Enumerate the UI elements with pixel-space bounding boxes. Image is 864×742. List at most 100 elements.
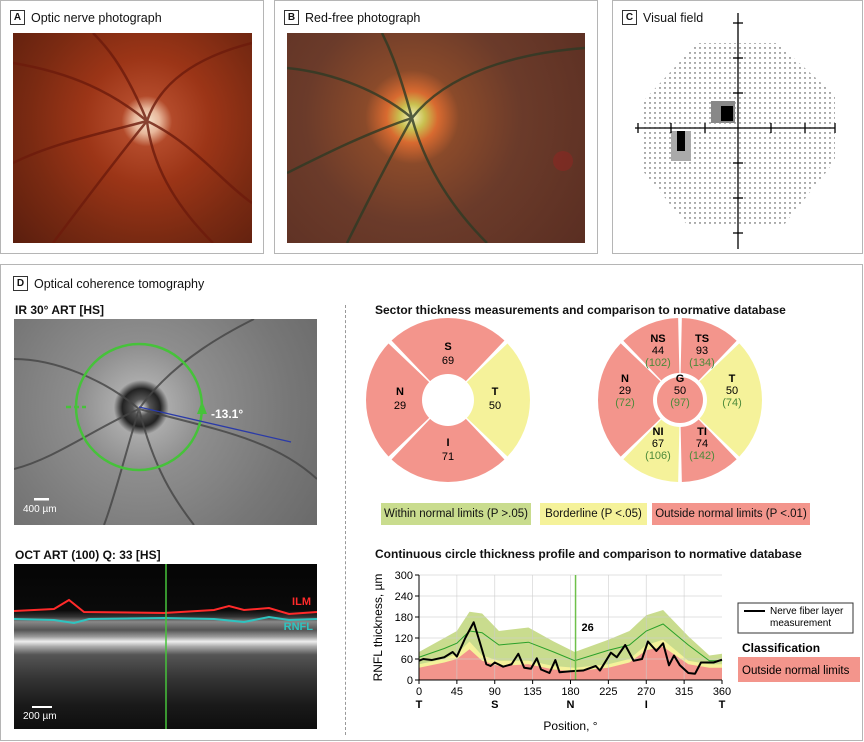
classification-title: Classification [742, 641, 820, 655]
sector-label: TI [697, 426, 707, 438]
scale-label: 400 µm [23, 504, 57, 515]
x-tick-label: 225 [599, 686, 617, 698]
y-tick-label: 300 [395, 570, 413, 582]
sector-t [699, 343, 762, 457]
x-tick-label: 270 [637, 686, 655, 698]
sector-thickness-charts: S69T50I71N29TS93(134)T50(74)TI74(142)NI6… [366, 318, 762, 482]
sector-value: 29 [619, 385, 631, 397]
sector-s [391, 318, 505, 382]
rnfl-label: RNFL [283, 621, 313, 633]
x-tick-label: 360 [713, 686, 731, 698]
x-axis-title: Position, ° [543, 719, 597, 733]
sector-value: 29 [394, 400, 406, 412]
x-tick-label: 45 [451, 686, 463, 698]
sector-normative-value: (97) [670, 397, 690, 409]
legend-outside: Outside normal limits (P <.01) [652, 503, 810, 525]
sector-value: 69 [442, 355, 454, 367]
panel-letter: B [284, 10, 299, 25]
thickness-profile-chart: 0 45 90 135 180 225 270 315 360 0 60 120 180 240 300 26… [371, 570, 860, 733]
sector-g [657, 377, 703, 423]
sector-normative-value: (142) [689, 450, 715, 462]
oct-overlay [14, 564, 317, 729]
rnfl-line [14, 615, 317, 625]
legend-box [737, 602, 854, 634]
y-tick-label: 180 [395, 612, 413, 624]
sector-t [466, 343, 530, 457]
scotoma-dense [677, 131, 685, 151]
sector-n [366, 343, 430, 457]
panel-letter: C [622, 10, 637, 25]
normative-mean-line [418, 623, 722, 662]
sector-label: T [729, 373, 736, 385]
visual-field-area [643, 43, 835, 226]
scale-bar [32, 706, 52, 708]
sector-value: 44 [652, 345, 664, 357]
sector-value: 67 [652, 438, 664, 450]
sector-normative-value: (74) [722, 397, 742, 409]
scale-label: 200 µm [23, 711, 57, 722]
sector-i [391, 418, 505, 482]
visual-field-plot [635, 13, 836, 249]
sector-label: I [446, 437, 449, 449]
visual-field-axes [635, 13, 836, 249]
ilm-label: ILM [292, 596, 311, 608]
position-marker-label: 26 [582, 622, 594, 634]
sector-value: 50 [489, 400, 501, 412]
optic-nerve-photograph [13, 33, 252, 243]
x-tick-label: 0 [416, 686, 422, 698]
angle-label: -13.1° [211, 407, 244, 421]
sector-normative-value: (72) [615, 397, 635, 409]
sector-axis-label: T [416, 699, 423, 711]
panel-b: B Red-free photograph [274, 0, 598, 254]
panel-letter: D [13, 276, 28, 291]
sector-label: NS [650, 333, 665, 345]
sector-title: Sector thickness measurements and compar… [375, 303, 786, 317]
legend-line-label-cont: measurement [770, 618, 831, 629]
ir-overlay [14, 319, 317, 525]
sector-value: 93 [696, 345, 708, 357]
sector-axis-label: N [567, 699, 575, 711]
legend-within: Within normal limits (P >.05) [381, 503, 531, 525]
retinal-vessels [287, 33, 585, 243]
sector-label: G [676, 373, 685, 385]
fovea-line [138, 406, 292, 443]
sector-label: N [621, 373, 629, 385]
classification-value: Outside normal limits [742, 665, 850, 677]
x-tick-label: 315 [675, 686, 693, 698]
retinal-vessels [13, 33, 252, 243]
sector-value: 71 [442, 451, 454, 463]
sector-ni [623, 419, 680, 482]
sector-label: TS [695, 333, 709, 345]
sector-label: NI [653, 426, 664, 438]
sector-n [598, 343, 661, 457]
scale-bar [34, 498, 49, 501]
sector-ns [623, 318, 680, 381]
sector-normative-value: (106) [645, 450, 671, 462]
panel-title: Red-free photograph [305, 10, 421, 25]
sector-axis-label: T [719, 699, 726, 711]
panel-divider [345, 305, 346, 735]
x-tick-label: 90 [489, 686, 501, 698]
panel-title: Optical coherence tomography [34, 276, 205, 291]
sector-normative-value: (134) [689, 357, 715, 369]
sector-axis-label: I [645, 699, 648, 711]
scan-direction-arrow [197, 401, 207, 414]
sector-ti [680, 419, 737, 482]
sector-value: 74 [696, 438, 708, 450]
sector-ts [680, 318, 737, 381]
x-tick-label: 180 [561, 686, 579, 698]
ilm-line [14, 598, 317, 616]
profile-title: Continuous circle thickness profile and … [375, 547, 802, 561]
classification-swatch [738, 657, 860, 682]
y-tick-label: 60 [401, 654, 413, 666]
scotoma-dense [721, 106, 733, 121]
sector-label: N [396, 386, 404, 398]
sector-value: 50 [726, 385, 738, 397]
y-tick-label: 120 [395, 633, 413, 645]
legend-borderline: Borderline (P <.05) [540, 503, 647, 525]
panel-a: A Optic nerve photograph [0, 0, 264, 254]
sector-normative-value: (102) [645, 357, 671, 369]
panel-title: Visual field [643, 10, 704, 25]
sector-label: S [444, 341, 451, 353]
red-free-photograph [287, 33, 585, 243]
